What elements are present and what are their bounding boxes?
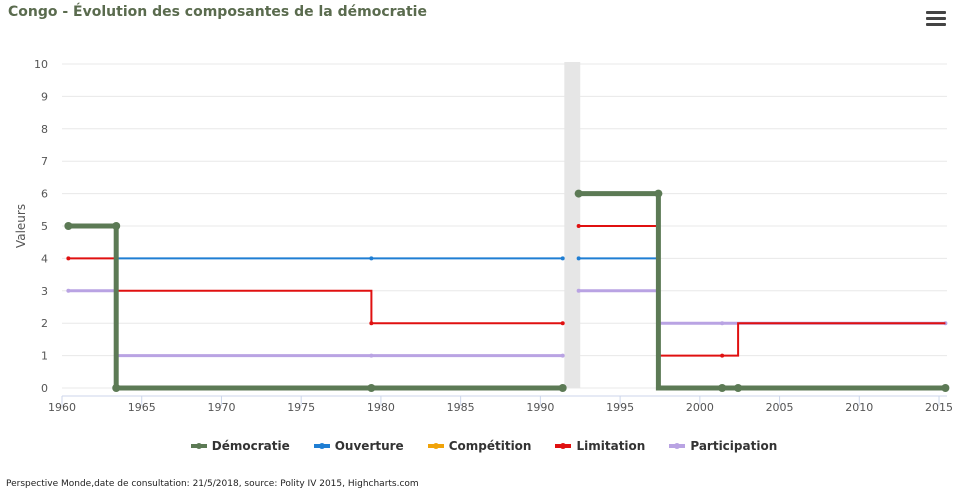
data-point [369, 353, 374, 358]
series-democratie [64, 189, 950, 392]
data-point [576, 224, 581, 228]
y-tick-label: 7 [41, 155, 48, 168]
legend-item-democratie[interactable]: Démocratie [190, 439, 290, 453]
chart-title: Congo - Évolution des composantes de la … [8, 4, 427, 20]
y-axis-label: Valeurs [14, 204, 28, 248]
x-tick-label: 1995 [606, 401, 634, 414]
legend-label: Participation [690, 439, 778, 453]
x-tick-label: 1970 [207, 401, 235, 414]
y-tick-label: 5 [41, 220, 48, 233]
legend-symbol [313, 443, 330, 449]
data-point [560, 353, 565, 358]
series-line [578, 191, 946, 391]
series-layer [64, 189, 950, 392]
data-point [369, 321, 374, 326]
legend: Démocratie Ouverture Compétition Limitation… [0, 439, 968, 453]
data-point [64, 222, 73, 230]
series-line [657, 290, 946, 389]
grid-lines [62, 63, 947, 389]
data-point [558, 384, 567, 392]
y-axis: 0 1 2 3 4 5 6 7 8 9 10 [34, 58, 48, 395]
data-point [560, 256, 565, 261]
legend-label: Compétition [448, 439, 532, 453]
x-tick-label: 2010 [845, 401, 873, 414]
data-point [654, 189, 663, 198]
data-point [576, 256, 581, 261]
legend-symbol [669, 443, 686, 449]
data-point [720, 353, 725, 358]
data-point [367, 384, 376, 392]
series-line [578, 289, 946, 325]
x-tick-label: 2015 [925, 401, 953, 414]
y-tick-label: 0 [41, 382, 48, 395]
series-line [68, 223, 563, 391]
data-point [560, 321, 565, 326]
hamburger-menu-icon[interactable] [926, 11, 946, 27]
data-point [66, 256, 71, 261]
data-point [369, 256, 374, 261]
y-tick-label: 2 [41, 317, 48, 330]
plot-band [564, 62, 581, 388]
legend-item-participation[interactable]: Participation [669, 439, 777, 453]
x-tick-label: 1960 [48, 401, 76, 414]
legend-symbol [555, 443, 572, 449]
data-point [112, 222, 121, 230]
x-axis: 1960 1965 1970 1975 1980 1985 1990 1995 2000 2005… [48, 395, 953, 414]
legend-label: Limitation [576, 439, 646, 453]
credits: Perspective Monde,date de consultation: … [6, 479, 419, 489]
x-tick-label: 1965 [128, 401, 156, 414]
y-tick-label: 4 [41, 252, 48, 265]
legend-label: Ouverture [334, 439, 404, 453]
data-point [112, 384, 121, 392]
x-tick-label: 1990 [526, 401, 554, 414]
series-competition [657, 290, 946, 389]
data-point [718, 384, 727, 392]
x-tick-label: 1975 [287, 401, 315, 414]
y-tick-label: 8 [41, 123, 48, 136]
data-point [734, 384, 743, 392]
data-point [574, 189, 583, 198]
x-tick-label: 1985 [447, 401, 475, 414]
y-tick-label: 1 [41, 350, 48, 363]
legend-item-ouverture[interactable]: Ouverture [313, 439, 404, 453]
x-tick-label: 1980 [367, 401, 395, 414]
x-tick-label: 2000 [686, 401, 714, 414]
y-tick-label: 10 [34, 58, 48, 71]
x-tick-label: 2005 [766, 401, 794, 414]
legend-item-limitation[interactable]: Limitation [555, 439, 645, 453]
y-tick-label: 6 [41, 188, 48, 201]
data-point [576, 288, 581, 293]
data-point [720, 321, 725, 326]
data-point [941, 384, 950, 392]
y-tick-label: 3 [41, 285, 48, 298]
data-point [66, 288, 71, 293]
plot-band-rect [564, 62, 581, 388]
legend-symbol [427, 443, 444, 449]
legend-symbol [190, 443, 207, 449]
legend-item-competition[interactable]: Compétition [427, 439, 532, 453]
series-line [68, 257, 563, 325]
legend-label: Démocratie [211, 439, 290, 453]
y-tick-label: 9 [41, 90, 48, 103]
